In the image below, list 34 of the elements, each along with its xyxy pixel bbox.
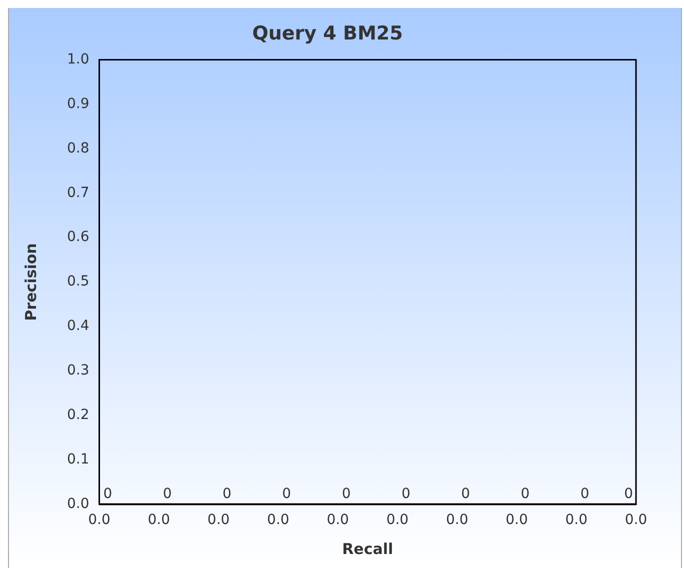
data-label: 0 <box>624 486 633 502</box>
x-tick-label: 0.0 <box>148 512 170 528</box>
y-tick-label: 0.1 <box>67 451 90 468</box>
y-tick-label: 0.4 <box>67 318 90 334</box>
data-label: 0 <box>580 486 590 502</box>
data-label: 0 <box>401 486 410 502</box>
x-tick-label: 0.0 <box>446 512 468 528</box>
data-label: 0 <box>282 486 292 502</box>
x-tick-label: 0.0 <box>207 512 230 528</box>
y-tick-label: 0.7 <box>67 184 90 201</box>
chart-title: Query 4 BM25 <box>252 22 403 44</box>
y-tick-label: 0.0 <box>67 496 90 512</box>
x-tick-label: 0.0 <box>386 512 409 528</box>
data-label: 0 <box>222 486 232 502</box>
y-axis-title: Precision <box>22 243 40 321</box>
x-tick-label: 0.0 <box>624 512 648 528</box>
y-tick-label: 0.8 <box>67 140 90 156</box>
data-label: 0 <box>103 486 112 502</box>
y-tick-label: 0.5 <box>67 274 90 290</box>
y-tick-label: 0.6 <box>67 229 90 246</box>
x-tick-label: 0.0 <box>88 512 110 528</box>
data-label: 0 <box>461 486 470 502</box>
data-label: 0 <box>162 486 172 502</box>
x-tick-label: 0.0 <box>506 512 528 528</box>
x-tick-label: 0.0 <box>565 512 588 528</box>
x-axis-title: Recall <box>342 540 394 558</box>
x-tick-label: 0.0 <box>326 512 349 528</box>
data-label: 0 <box>520 486 530 502</box>
x-tick-label: 0.0 <box>267 512 290 528</box>
y-tick-label: 0.3 <box>67 362 90 379</box>
y-tick-label: 1.0 <box>67 51 90 68</box>
y-tick-label: 0.2 <box>67 406 90 423</box>
data-label: 0 <box>342 486 351 502</box>
y-tick-label: 0.9 <box>67 96 90 112</box>
